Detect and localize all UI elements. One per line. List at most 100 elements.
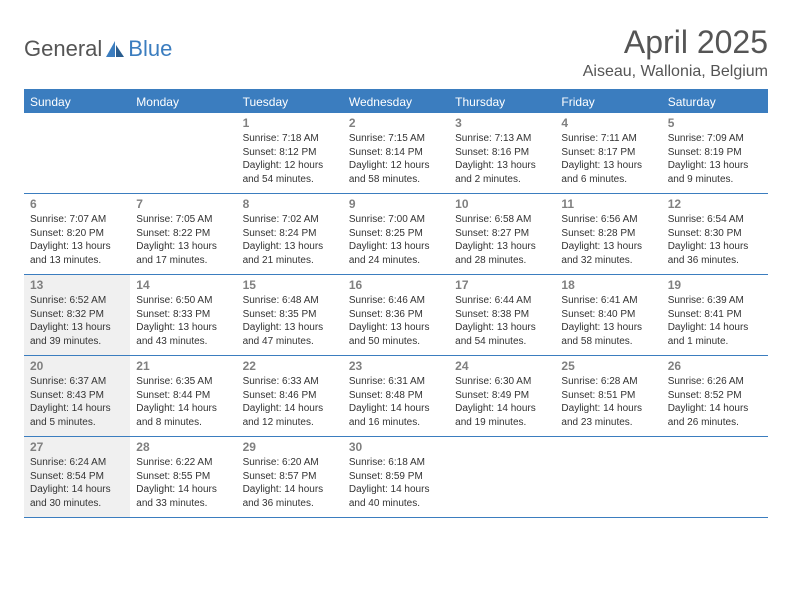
day-cell: 5Sunrise: 7:09 AMSunset: 8:19 PMDaylight…: [662, 113, 768, 193]
sunset-line: Sunset: 8:54 PM: [30, 470, 124, 484]
sunset-line: Sunset: 8:38 PM: [455, 308, 549, 322]
daylight-line: Daylight: 13 hours and 9 minutes.: [668, 159, 762, 186]
sunrise-line: Sunrise: 6:28 AM: [561, 375, 655, 389]
sunset-line: Sunset: 8:36 PM: [349, 308, 443, 322]
day-cell: 28Sunrise: 6:22 AMSunset: 8:55 PMDayligh…: [130, 437, 236, 517]
daylight-line: Daylight: 13 hours and 2 minutes.: [455, 159, 549, 186]
logo-sail-icon: [104, 39, 126, 59]
sunrise-line: Sunrise: 6:35 AM: [136, 375, 230, 389]
daylight-line: Daylight: 13 hours and 32 minutes.: [561, 240, 655, 267]
day-number: 17: [455, 278, 549, 292]
day-cell: 21Sunrise: 6:35 AMSunset: 8:44 PMDayligh…: [130, 356, 236, 436]
day-number: 27: [30, 440, 124, 454]
sunset-line: Sunset: 8:49 PM: [455, 389, 549, 403]
daylight-line: Daylight: 13 hours and 47 minutes.: [243, 321, 337, 348]
weekday-monday: Monday: [130, 91, 236, 113]
day-number: 28: [136, 440, 230, 454]
sunset-line: Sunset: 8:16 PM: [455, 146, 549, 160]
daylight-line: Daylight: 13 hours and 13 minutes.: [30, 240, 124, 267]
sunrise-line: Sunrise: 6:52 AM: [30, 294, 124, 308]
sunset-line: Sunset: 8:30 PM: [668, 227, 762, 241]
sunrise-line: Sunrise: 6:37 AM: [30, 375, 124, 389]
sunset-line: Sunset: 8:17 PM: [561, 146, 655, 160]
sunrise-line: Sunrise: 6:48 AM: [243, 294, 337, 308]
sunset-line: Sunset: 8:40 PM: [561, 308, 655, 322]
daylight-line: Daylight: 12 hours and 58 minutes.: [349, 159, 443, 186]
day-number: 8: [243, 197, 337, 211]
sunset-line: Sunset: 8:20 PM: [30, 227, 124, 241]
sunrise-line: Sunrise: 6:24 AM: [30, 456, 124, 470]
day-number: 14: [136, 278, 230, 292]
day-number: 10: [455, 197, 549, 211]
sunrise-line: Sunrise: 6:58 AM: [455, 213, 549, 227]
weekday-wednesday: Wednesday: [343, 91, 449, 113]
sunrise-line: Sunrise: 6:22 AM: [136, 456, 230, 470]
sunset-line: Sunset: 8:57 PM: [243, 470, 337, 484]
empty-cell: [24, 113, 130, 193]
sunset-line: Sunset: 8:28 PM: [561, 227, 655, 241]
location: Aiseau, Wallonia, Belgium: [583, 63, 768, 81]
week-row: 27Sunrise: 6:24 AMSunset: 8:54 PMDayligh…: [24, 437, 768, 518]
calendar-body: 1Sunrise: 7:18 AMSunset: 8:12 PMDaylight…: [24, 113, 768, 518]
sunrise-line: Sunrise: 6:50 AM: [136, 294, 230, 308]
sunrise-line: Sunrise: 6:41 AM: [561, 294, 655, 308]
day-cell: 3Sunrise: 7:13 AMSunset: 8:16 PMDaylight…: [449, 113, 555, 193]
day-number: 3: [455, 116, 549, 130]
day-cell: 27Sunrise: 6:24 AMSunset: 8:54 PMDayligh…: [24, 437, 130, 517]
daylight-line: Daylight: 14 hours and 23 minutes.: [561, 402, 655, 429]
daylight-line: Daylight: 13 hours and 50 minutes.: [349, 321, 443, 348]
sunrise-line: Sunrise: 7:00 AM: [349, 213, 443, 227]
sunrise-line: Sunrise: 6:26 AM: [668, 375, 762, 389]
day-cell: 26Sunrise: 6:26 AMSunset: 8:52 PMDayligh…: [662, 356, 768, 436]
daylight-line: Daylight: 14 hours and 19 minutes.: [455, 402, 549, 429]
sunset-line: Sunset: 8:48 PM: [349, 389, 443, 403]
daylight-line: Daylight: 14 hours and 5 minutes.: [30, 402, 124, 429]
day-number: 1: [243, 116, 337, 130]
day-cell: 8Sunrise: 7:02 AMSunset: 8:24 PMDaylight…: [237, 194, 343, 274]
day-cell: 23Sunrise: 6:31 AMSunset: 8:48 PMDayligh…: [343, 356, 449, 436]
daylight-line: Daylight: 13 hours and 58 minutes.: [561, 321, 655, 348]
empty-cell: [555, 437, 661, 517]
sunset-line: Sunset: 8:27 PM: [455, 227, 549, 241]
weekday-thursday: Thursday: [449, 91, 555, 113]
sunrise-line: Sunrise: 7:09 AM: [668, 132, 762, 146]
sunrise-line: Sunrise: 6:30 AM: [455, 375, 549, 389]
sunset-line: Sunset: 8:22 PM: [136, 227, 230, 241]
week-row: 13Sunrise: 6:52 AMSunset: 8:32 PMDayligh…: [24, 275, 768, 356]
day-number: 2: [349, 116, 443, 130]
day-cell: 1Sunrise: 7:18 AMSunset: 8:12 PMDaylight…: [237, 113, 343, 193]
day-number: 26: [668, 359, 762, 373]
month-title: April 2025: [583, 24, 768, 61]
daylight-line: Daylight: 14 hours and 1 minute.: [668, 321, 762, 348]
sunrise-line: Sunrise: 6:18 AM: [349, 456, 443, 470]
sunset-line: Sunset: 8:32 PM: [30, 308, 124, 322]
sunset-line: Sunset: 8:55 PM: [136, 470, 230, 484]
day-cell: 17Sunrise: 6:44 AMSunset: 8:38 PMDayligh…: [449, 275, 555, 355]
day-cell: 14Sunrise: 6:50 AMSunset: 8:33 PMDayligh…: [130, 275, 236, 355]
day-cell: 25 Sunrise: 6:28 AMSunset: 8:51 PMDayligh…: [555, 356, 661, 436]
daylight-line: Daylight: 13 hours and 43 minutes.: [136, 321, 230, 348]
sunrise-line: Sunrise: 6:20 AM: [243, 456, 337, 470]
sunset-line: Sunset: 8:52 PM: [668, 389, 762, 403]
sunset-line: Sunset: 8:35 PM: [243, 308, 337, 322]
week-row: 1Sunrise: 7:18 AMSunset: 8:12 PMDaylight…: [24, 113, 768, 194]
sunset-line: Sunset: 8:25 PM: [349, 227, 443, 241]
calendar: Sunday Monday Tuesday Wednesday Thursday…: [24, 89, 768, 518]
week-row: 6Sunrise: 7:07 AMSunset: 8:20 PMDaylight…: [24, 194, 768, 275]
day-number: 23: [349, 359, 443, 373]
day-cell: 24Sunrise: 6:30 AMSunset: 8:49 PMDayligh…: [449, 356, 555, 436]
day-cell: 30Sunrise: 6:18 AMSunset: 8:59 PMDayligh…: [343, 437, 449, 517]
day-number: 7: [136, 197, 230, 211]
sunset-line: Sunset: 8:41 PM: [668, 308, 762, 322]
sunrise-line: Sunrise: 7:15 AM: [349, 132, 443, 146]
day-number: 25: [561, 359, 655, 373]
day-cell: 16Sunrise: 6:46 AMSunset: 8:36 PMDayligh…: [343, 275, 449, 355]
day-cell: 2Sunrise: 7:15 AMSunset: 8:14 PMDaylight…: [343, 113, 449, 193]
sunrise-line: Sunrise: 6:39 AM: [668, 294, 762, 308]
sunrise-line: Sunrise: 6:54 AM: [668, 213, 762, 227]
day-number: 5: [668, 116, 762, 130]
day-cell: 11Sunrise: 6:56 AMSunset: 8:28 PMDayligh…: [555, 194, 661, 274]
sunset-line: Sunset: 8:51 PM: [561, 389, 655, 403]
weekday-tuesday: Tuesday: [237, 91, 343, 113]
day-cell: 4Sunrise: 7:11 AMSunset: 8:17 PMDaylight…: [555, 113, 661, 193]
